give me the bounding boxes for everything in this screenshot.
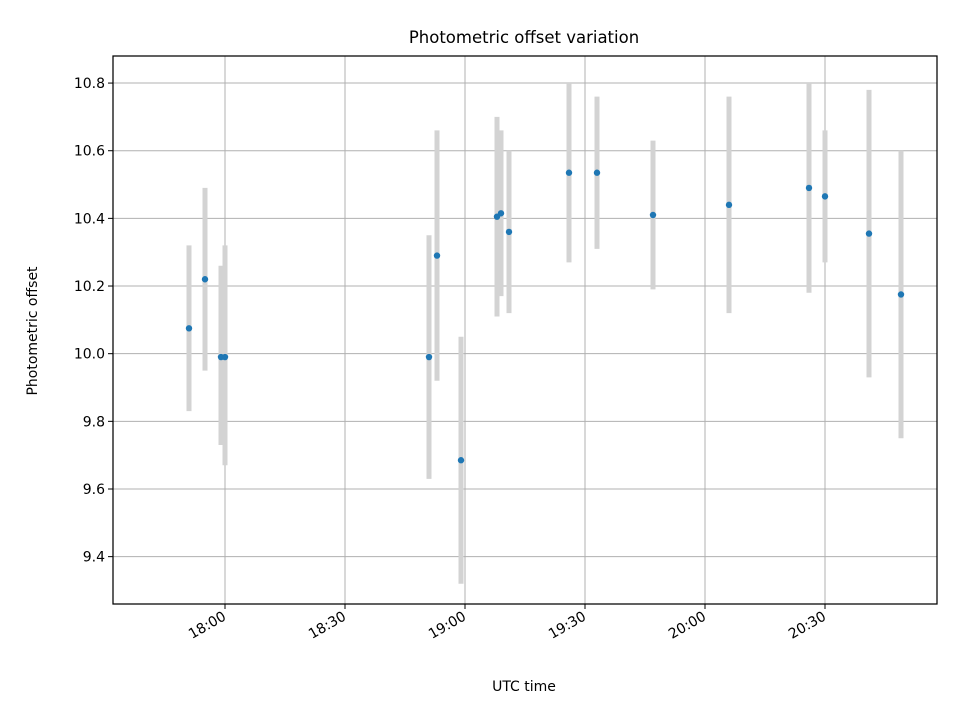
x-axis-label: UTC time [492, 679, 556, 695]
data-point [497, 210, 505, 217]
y-tick-label: 10.4 [74, 211, 105, 227]
data-point [593, 169, 601, 176]
data-point [649, 211, 657, 219]
y-axis-ticks: 9.4 9.6 9.8 10.0 10.2 10.4 10.6 10.8 [74, 76, 113, 566]
y-tick-label: 9.4 [83, 550, 105, 566]
y-tick-label: 10.2 [74, 279, 105, 295]
data-points [185, 169, 905, 464]
data-point [821, 193, 829, 200]
y-tick-label: 10.0 [74, 347, 105, 363]
y-tick-label: 10.8 [74, 76, 105, 92]
data-point [185, 325, 193, 332]
data-point [201, 276, 209, 283]
y-tick-label: 10.6 [74, 144, 105, 160]
data-point [565, 169, 573, 176]
y-tick-label: 9.8 [83, 414, 105, 430]
y-axis-label: Photometric offset [25, 266, 41, 396]
grid [113, 56, 937, 604]
y-tick-label: 9.6 [83, 482, 105, 498]
data-point [865, 230, 873, 237]
data-point [457, 457, 465, 464]
data-point [725, 201, 733, 209]
data-point [221, 353, 229, 361]
data-point [805, 184, 813, 192]
data-point [425, 353, 433, 361]
chart-title: Photometric offset variation [409, 28, 639, 47]
data-point [505, 228, 513, 236]
data-point [433, 252, 441, 259]
plot-frame [112, 55, 938, 605]
data-point [897, 291, 905, 298]
